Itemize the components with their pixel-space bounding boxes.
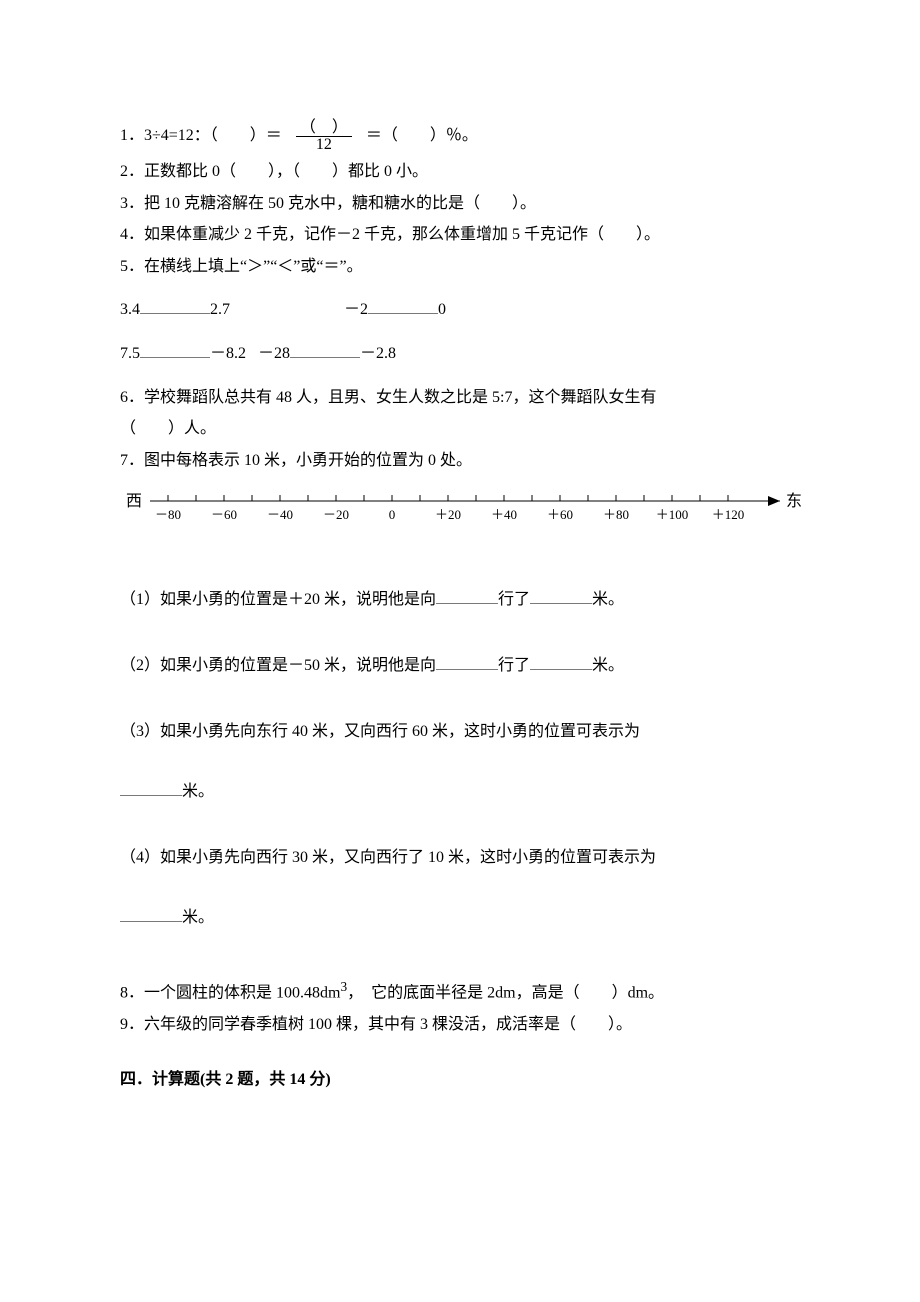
q7-1-c: 米。 (592, 591, 624, 608)
blank (140, 343, 210, 358)
q7-3-tail: 米。 (120, 779, 810, 805)
q1: 1．3÷4=12：（ ）＝ （ ） 12 ＝（ ）％。 (120, 120, 810, 153)
q8-a: 8．一个圆柱的体积是 100.48dm (120, 984, 340, 1001)
q7-2-a: （2）如果小勇的位置是－50 米，说明他是向 (120, 657, 436, 674)
q8: 8．一个圆柱的体积是 100.48dm3， 它的底面半径是 2dm，高是（ ）d… (120, 976, 810, 1006)
q5-1-b1: －28 (258, 345, 290, 362)
q7-2: （2）如果小勇的位置是－50 米，说明他是向 行了 米。 (120, 653, 810, 679)
q9: 9．六年级的同学春季植树 100 棵，其中有 3 棵没活，成活率是（ ）。 (120, 1012, 810, 1038)
q7-2-c: 米。 (592, 657, 624, 674)
q5-row-0: 3.4 2.7 －2 0 (120, 297, 810, 323)
q7-3-b: 米。 (182, 783, 214, 800)
blank (436, 589, 498, 604)
q5-pair-1b: －28 －2.8 (258, 341, 396, 367)
q1-prefix: 1．3÷4=12：（ ）＝ (120, 127, 282, 144)
q7-4-a: （4）如果小勇先向西行 30 米，又向西行了 10 米，这时小勇的位置可表示为 (120, 845, 810, 871)
q5-head: 5．在横线上填上“＞”“＜”或“＝”。 (120, 254, 810, 280)
q3: 3．把 10 克糖溶解在 50 克水中，糖和糖水的比是（ ）。 (120, 191, 810, 217)
svg-text:＋20: ＋20 (435, 507, 461, 522)
svg-text:－60: －60 (211, 507, 237, 522)
svg-text:－80: －80 (155, 507, 181, 522)
q5-0-b2: 0 (438, 301, 446, 318)
q7-4: （4）如果小勇先向西行 30 米，又向西行了 10 米，这时小勇的位置可表示为 … (120, 845, 810, 931)
q1-numerator: （ ） (296, 120, 352, 137)
worksheet-page: 1．3÷4=12：（ ）＝ （ ） 12 ＝（ ）％。 2．正数都比 0（ ），… (0, 0, 920, 1302)
q7-1-b: 行了 (498, 591, 530, 608)
blank (368, 299, 438, 314)
blank (140, 299, 210, 314)
q5-0-a1: 3.4 (120, 301, 140, 318)
q6-line1: 6．学校舞蹈队总共有 48 人，且男、女生人数之比是 5:7，这个舞蹈队女生有 (120, 385, 810, 411)
q5-1-b2: －2.8 (360, 345, 396, 362)
q1-denominator: 12 (296, 137, 352, 153)
svg-text:东: 东 (786, 492, 802, 510)
q5-row-1: 7.5 －8.2 －28 －2.8 (120, 341, 810, 367)
blank (530, 655, 592, 670)
number-line-svg: 西 东 －80 －60 －40 －20 0 ＋20 ＋40 ＋60 ＋80 ＋100 ＋120 (120, 489, 810, 537)
q4: 4．如果体重减少 2 千克，记作－2 千克，那么体重增加 5 千克记作（ ）。 (120, 222, 810, 248)
svg-text:－40: －40 (267, 507, 293, 522)
svg-text:＋120: ＋120 (712, 507, 745, 522)
q5-pair-0b: －2 0 (344, 297, 446, 323)
q7-2-b: 行了 (498, 657, 530, 674)
svg-text:0: 0 (389, 507, 396, 522)
q5-pair-1a: 7.5 －8.2 (120, 341, 246, 367)
svg-text:＋40: ＋40 (491, 507, 517, 522)
blank (120, 781, 182, 796)
q5-1-a2: －8.2 (210, 345, 246, 362)
q1-suffix: ＝（ ）％。 (366, 127, 478, 144)
q5-1-a1: 7.5 (120, 345, 140, 362)
q7-1: （1）如果小勇的位置是＋20 米，说明他是向 行了 米。 (120, 587, 810, 613)
q7-4-tail: 米。 (120, 905, 810, 931)
svg-text:＋60: ＋60 (547, 507, 573, 522)
blank (120, 907, 182, 922)
q5-pair-0a: 3.4 2.7 (120, 297, 230, 323)
q6-line2: （ ）人。 (120, 416, 810, 442)
section-4-header: 四．计算题(共 2 题，共 14 分) (120, 1067, 810, 1093)
q7-head: 7．图中每格表示 10 米，小勇开始的位置为 0 处。 (120, 448, 810, 474)
q7-4-b: 米。 (182, 909, 214, 926)
q5-0-a2: 2.7 (210, 301, 230, 318)
q7-3: （3）如果小勇先向东行 40 米，又向西行 60 米，这时小勇的位置可表示为 米… (120, 719, 810, 805)
q2: 2．正数都比 0（ ），（ ）都比 0 小。 (120, 159, 810, 185)
q1-fraction: （ ） 12 (296, 120, 352, 153)
svg-text:西: 西 (126, 493, 142, 510)
blank (436, 655, 498, 670)
blank (530, 589, 592, 604)
number-line-diagram: 西 东 －80 －60 －40 －20 0 ＋20 ＋40 ＋60 ＋80 ＋100 ＋120 (120, 489, 810, 537)
q8-b: ， 它的底面半径是 2dm，高是（ ）dm。 (347, 984, 664, 1001)
svg-text:＋80: ＋80 (603, 507, 629, 522)
q7-1-a: （1）如果小勇的位置是＋20 米，说明他是向 (120, 591, 436, 608)
svg-text:－20: －20 (323, 507, 349, 522)
blank (290, 343, 360, 358)
q5-0-b1: －2 (344, 301, 368, 318)
q7-3-a: （3）如果小勇先向东行 40 米，又向西行 60 米，这时小勇的位置可表示为 (120, 719, 810, 745)
svg-text:＋100: ＋100 (656, 507, 689, 522)
